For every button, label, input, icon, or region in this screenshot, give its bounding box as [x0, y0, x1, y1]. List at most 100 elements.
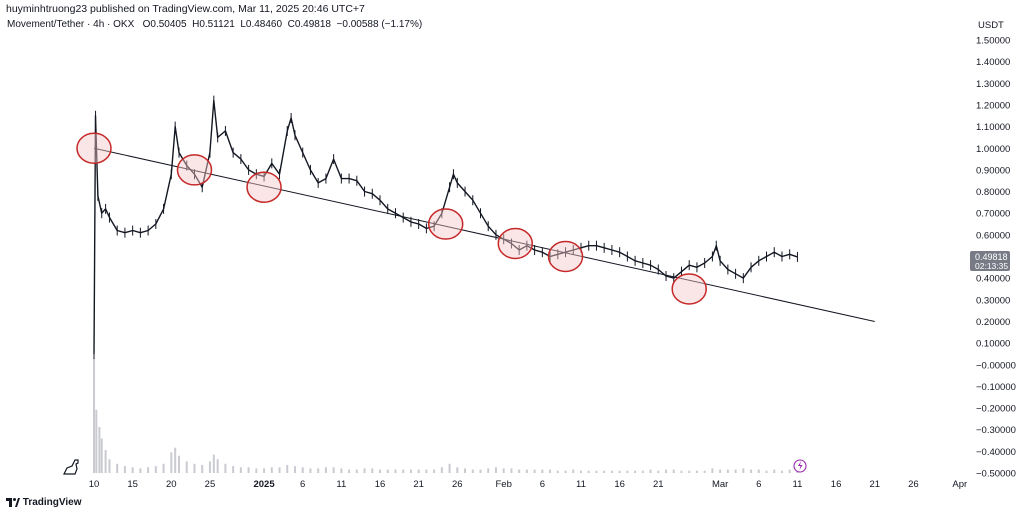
- lightning-icon[interactable]: [793, 459, 807, 473]
- volume-bar: [549, 469, 552, 473]
- touch-circle: [427, 208, 464, 240]
- volume-bar: [293, 466, 296, 473]
- volume-bar: [417, 469, 420, 473]
- x-tick-label: 10: [89, 479, 100, 490]
- touch-circle: [547, 240, 584, 273]
- volume-bar: [324, 467, 327, 473]
- volume-bar: [286, 464, 289, 473]
- x-tick-label: 16: [375, 479, 386, 490]
- touch-circle: [176, 154, 213, 186]
- volume-bar: [471, 469, 474, 473]
- volume-bar: [116, 463, 119, 473]
- dino-icon[interactable]: [63, 459, 79, 475]
- volume-bar: [317, 468, 320, 473]
- volume-bar: [301, 467, 304, 473]
- volume-bar: [711, 468, 714, 473]
- volume-bar: [108, 459, 111, 473]
- y-tick-label: −0.30000: [976, 425, 1016, 436]
- y-tick-label: 0.70000: [976, 209, 1010, 220]
- volume-bar: [239, 467, 242, 473]
- x-tick-label: 21: [413, 479, 424, 490]
- volume-bar: [100, 438, 103, 473]
- symbol-info: Movement/Tether · 4h · OKX O0.50405 H0.5…: [7, 19, 422, 30]
- volume-bar: [348, 469, 351, 473]
- x-tick-label: 16: [614, 479, 625, 490]
- y-tick-label: 1.20000: [976, 100, 1010, 111]
- volume-bar: [162, 463, 165, 473]
- volume-bar: [147, 467, 150, 473]
- volume-bar: [212, 454, 215, 473]
- volume-bar: [750, 469, 753, 473]
- volume-bar: [680, 470, 683, 473]
- volume-bar: [525, 469, 528, 473]
- volume-bar: [278, 467, 281, 473]
- y-axis: 1.50000 1.40000 1.30000 1.20000 1.10000 1.000…: [976, 36, 1016, 480]
- y-tick-label: 0.90000: [976, 165, 1010, 176]
- volume-bar: [742, 468, 745, 473]
- price-badge-price: 0.49818: [975, 252, 1008, 262]
- volume-bar: [657, 470, 660, 473]
- volume-bar: [139, 468, 142, 473]
- volume-bar: [123, 466, 126, 473]
- volume-bar: [618, 470, 621, 473]
- y-tick-label: 0.60000: [976, 230, 1010, 241]
- y-tick-label: 1.40000: [976, 57, 1010, 68]
- x-tick-label: 21: [653, 479, 664, 490]
- volume-bar: [247, 467, 250, 473]
- y-tick-label: −0.10000: [976, 382, 1016, 393]
- volume-bar: [688, 470, 691, 473]
- volume-bar: [255, 468, 258, 473]
- ohlc-open: O0.50405: [142, 19, 187, 30]
- y-tick-label: 0.10000: [976, 339, 1010, 350]
- volume-bar: [208, 461, 211, 473]
- tradingview-brand[interactable]: TradingView: [6, 497, 82, 508]
- volume-bar: [409, 469, 412, 473]
- y-tick-label: 1.30000: [976, 79, 1010, 90]
- touch-circles: [76, 132, 707, 305]
- x-tick-label: 11: [336, 479, 346, 490]
- volume-bar: [270, 467, 273, 473]
- y-tick-label: 1.50000: [976, 36, 1010, 47]
- x-tick-label: Mar: [712, 479, 728, 490]
- volume-bar: [579, 470, 582, 473]
- y-tick-label: 1.10000: [976, 122, 1010, 133]
- touch-circle: [671, 273, 707, 305]
- volume-bar: [610, 470, 613, 473]
- volume-bar: [263, 468, 266, 473]
- symbol-name: Movement/Tether · 4h · OKX: [7, 19, 135, 30]
- x-tick-label: 11: [576, 479, 586, 490]
- volume-bars: [93, 358, 799, 473]
- volume-bar: [641, 470, 644, 473]
- touch-circle: [76, 132, 112, 164]
- volume-bar: [95, 409, 98, 473]
- trendline-layer: [93, 147, 875, 322]
- volume-bar: [487, 468, 490, 473]
- volume-bar: [425, 469, 428, 473]
- ohlc-low: L0.48460: [240, 19, 283, 30]
- volume-bar: [201, 464, 204, 473]
- y-tick-label: −0.40000: [976, 447, 1016, 458]
- price-badge-countdown: 02:13:35: [975, 261, 1008, 271]
- volume-bar: [131, 467, 134, 473]
- volume-bar: [510, 468, 513, 473]
- x-tick-label: Feb: [496, 479, 512, 490]
- volume-bar: [178, 455, 181, 473]
- volume-bar: [456, 467, 459, 473]
- volume-bar: [332, 467, 335, 473]
- volume-bar: [174, 447, 177, 473]
- y-tick-label: 0.40000: [976, 274, 1010, 285]
- volume-bar: [185, 461, 188, 473]
- volume-bar: [355, 469, 358, 473]
- volume-bar: [379, 469, 382, 473]
- volume-bar: [556, 470, 559, 473]
- x-axis: 10 15 20 25 2025 6 11 16 21 26 Feb 6 11 16 21 Mar 6 11 16 2…: [89, 479, 967, 490]
- volume-bar: [672, 469, 675, 473]
- volume-bar: [518, 469, 521, 473]
- volume-bar: [626, 470, 629, 473]
- volume-bar: [363, 468, 366, 473]
- volume-bar: [572, 469, 575, 473]
- publisher-line: huyminhtruong23 published on TradingView…: [6, 3, 365, 15]
- volume-bar: [448, 463, 451, 473]
- x-tick-label: 26: [452, 479, 463, 490]
